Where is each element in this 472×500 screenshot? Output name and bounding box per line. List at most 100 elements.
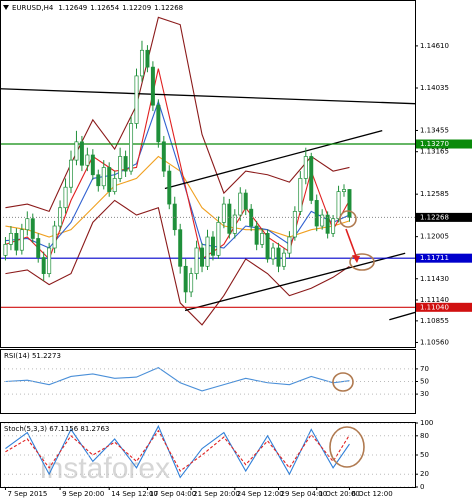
annotation-circle (349, 253, 375, 271)
candle-body (123, 156, 128, 172)
y-tick-label: 100 (420, 419, 433, 427)
candle-body (271, 247, 276, 260)
x-tick-label: 9 Sep 20:00 (62, 490, 104, 498)
panel-title: Stoch(5,3,3) 67.1156 81.2763 (4, 425, 109, 433)
candle-body (221, 203, 226, 223)
annotation-circle (332, 372, 354, 392)
y-tick-label: 1.14610 (420, 42, 449, 50)
y-tick-label: 70 (420, 365, 429, 373)
level-label-box (416, 253, 472, 263)
candle-body (243, 192, 248, 210)
candle-body (161, 141, 166, 172)
candle-body (150, 66, 155, 106)
candle-body (227, 203, 232, 234)
header-open: 1.12649 (58, 4, 87, 12)
candle-body (112, 178, 117, 192)
candle-body (342, 189, 347, 192)
header-low: 1.12209 (122, 4, 151, 12)
y-tick-label: 1.10855 (420, 317, 449, 325)
candle-body (14, 233, 19, 251)
trendline (184, 252, 406, 312)
watermark: instaforex (40, 452, 170, 485)
candle-body (172, 203, 177, 231)
y-tick-label: 1.11430 (420, 275, 449, 283)
candle-body (254, 225, 259, 245)
arrow-line (345, 228, 357, 257)
candle-body (52, 225, 57, 249)
trendline (164, 129, 383, 190)
candle-body (107, 167, 112, 192)
candle-body (183, 265, 188, 293)
candle-body (118, 156, 123, 179)
arrow (345, 228, 360, 263)
y-tick-label: 1.12005 (420, 233, 449, 241)
candle-body (189, 273, 194, 293)
level-label: 1.13270 (420, 140, 449, 148)
price-label: 1.12268 (420, 213, 449, 221)
candle-body (63, 186, 68, 209)
candle-body (320, 214, 325, 227)
y-tick-label: 1.10560 (420, 338, 449, 346)
y-tick-label: 1.11140 (420, 296, 449, 304)
level-label-box (416, 302, 472, 312)
candle-body (36, 238, 41, 258)
indicator-line (5, 429, 350, 472)
header-close: 1.12268 (154, 4, 183, 12)
rsi-plot (0, 367, 415, 395)
header-icon (3, 5, 9, 10)
stoch-plot (0, 423, 415, 487)
candle-body (90, 154, 95, 176)
candle-body (287, 236, 292, 254)
candle-body (265, 233, 270, 260)
main-frame (0, 0, 416, 348)
candle-body (85, 154, 90, 166)
x-tick-label: 7 Sep 2015 (7, 490, 47, 498)
candle-body (281, 252, 286, 267)
candle-body (134, 75, 139, 124)
candle-body (58, 207, 63, 227)
candle-body (47, 247, 52, 274)
candle-body (260, 233, 265, 245)
chart-header: EURUSD,H4 1.12649 1.12654 1.12209 1.12268 (12, 4, 183, 12)
candle-body (79, 141, 84, 166)
candle-body (336, 191, 341, 220)
level-label: 1.11711 (420, 254, 449, 262)
annotation-circle (339, 210, 357, 228)
candle-body (25, 218, 30, 231)
x-tick-label: 29 Sep 04:00 (280, 490, 327, 498)
candle-body (347, 189, 352, 218)
panel-title: RSI(14) 51.2273 (4, 352, 61, 360)
candle-body (41, 257, 46, 274)
candle-body (145, 49, 150, 68)
main-plot (0, 16, 415, 326)
candle-body (129, 123, 134, 172)
x-tick-label: 17 Sep 04:00 (149, 490, 196, 498)
trendline (0, 88, 415, 105)
candle-body (210, 236, 215, 256)
y-tick-label: 1.13455 (420, 126, 449, 134)
y-tick-label: 50 (420, 451, 429, 459)
x-tick-label: 1 Oct 20:00 (319, 490, 360, 498)
candle-body (205, 236, 210, 267)
candle-body (309, 156, 314, 201)
y-tick-label: 1.12585 (420, 190, 449, 198)
trendline (389, 311, 415, 321)
candle-body (156, 104, 161, 143)
candle-body (331, 218, 336, 234)
indicator-line (5, 424, 350, 479)
y-tick-label: 50 (420, 378, 429, 386)
candle-body (303, 156, 308, 179)
candle-body (19, 229, 24, 251)
annotation-circle (329, 426, 365, 468)
level-label: 1.11040 (420, 303, 449, 311)
y-tick-label: 30 (420, 390, 429, 398)
candle-body (194, 247, 199, 274)
price-label-box (416, 212, 472, 222)
y-tick-label: 80 (420, 432, 429, 440)
candle-body (30, 218, 35, 239)
header-high: 1.12654 (90, 4, 119, 12)
candle-body (298, 178, 303, 212)
candle-body (68, 159, 73, 188)
